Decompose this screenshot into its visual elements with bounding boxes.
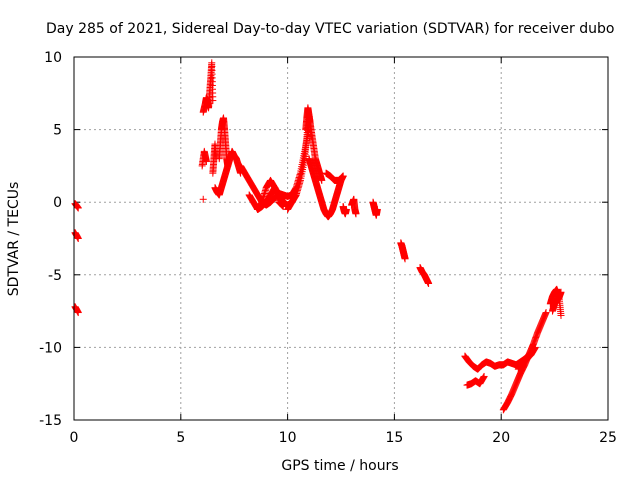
y-tick-label: 5 [53, 123, 62, 139]
y-tick-label: -10 [39, 340, 62, 356]
data-point [373, 205, 381, 213]
chart-title: Day 285 of 2021, Sidereal Day-to-day VTE… [46, 21, 614, 37]
data-point [74, 309, 82, 317]
y-axis-label: SDTVAR / TECUs [6, 182, 22, 297]
x-tick-label: 20 [492, 430, 510, 446]
grid [74, 57, 608, 420]
axis-ticks [73, 56, 609, 421]
data-point [199, 195, 207, 203]
data-point [74, 204, 82, 212]
x-tick-label: 5 [176, 430, 185, 446]
x-tick-label: 25 [599, 430, 617, 446]
data-point [531, 343, 539, 351]
y-tick-labels: -15 -10 -5 0 5 10 [39, 50, 62, 429]
data-point [209, 97, 217, 105]
data-point [401, 255, 409, 263]
data-points [71, 59, 565, 414]
data-point [202, 158, 210, 166]
y-tick-label: 0 [53, 195, 62, 211]
data-point [307, 133, 315, 141]
y-tick-label: -15 [39, 413, 62, 429]
data-point [339, 172, 347, 180]
data-point [212, 155, 220, 163]
y-tick-label: 10 [44, 50, 62, 66]
data-point [352, 210, 360, 218]
data-point [542, 309, 550, 317]
data-point [224, 162, 232, 170]
x-tick-label: 10 [279, 430, 297, 446]
x-tick-labels: 0 5 10 15 20 25 [70, 430, 617, 446]
x-tick-label: 15 [385, 430, 403, 446]
data-point [557, 288, 565, 296]
plot-frame [73, 56, 609, 421]
data-point [318, 176, 326, 184]
x-axis-label: GPS time / hours [281, 458, 398, 474]
data-point [74, 235, 82, 242]
data-point [557, 311, 565, 319]
x-tick-label: 0 [70, 430, 79, 446]
y-tick-label: -5 [48, 268, 62, 284]
data-point [342, 205, 350, 213]
data-point [480, 372, 488, 380]
data-point [425, 280, 433, 288]
